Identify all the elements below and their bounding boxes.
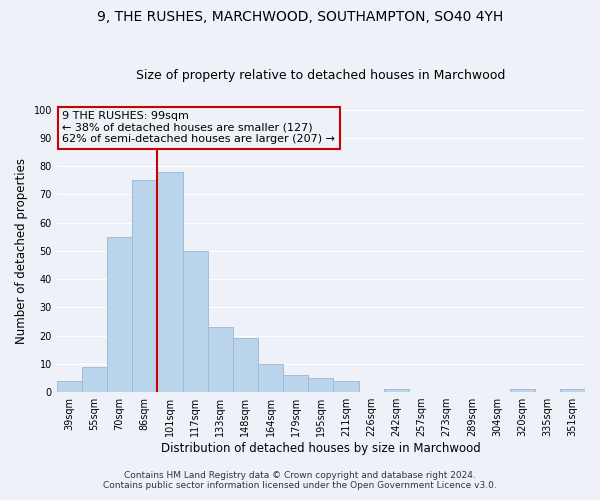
Bar: [509, 390, 535, 392]
Bar: [182, 251, 208, 392]
Bar: [57, 381, 82, 392]
Bar: [283, 375, 308, 392]
Bar: [208, 327, 233, 392]
Text: 9 THE RUSHES: 99sqm
← 38% of detached houses are smaller (127)
62% of semi-detac: 9 THE RUSHES: 99sqm ← 38% of detached ho…: [62, 111, 335, 144]
Bar: [233, 338, 258, 392]
Bar: [258, 364, 283, 392]
Bar: [308, 378, 334, 392]
Bar: [560, 390, 585, 392]
Bar: [132, 180, 157, 392]
Bar: [157, 172, 182, 392]
Bar: [334, 381, 359, 392]
Text: Contains HM Land Registry data © Crown copyright and database right 2024.
Contai: Contains HM Land Registry data © Crown c…: [103, 470, 497, 490]
Y-axis label: Number of detached properties: Number of detached properties: [15, 158, 28, 344]
Text: 9, THE RUSHES, MARCHWOOD, SOUTHAMPTON, SO40 4YH: 9, THE RUSHES, MARCHWOOD, SOUTHAMPTON, S…: [97, 10, 503, 24]
Bar: [384, 390, 409, 392]
Bar: [82, 366, 107, 392]
Bar: [107, 236, 132, 392]
X-axis label: Distribution of detached houses by size in Marchwood: Distribution of detached houses by size …: [161, 442, 481, 455]
Title: Size of property relative to detached houses in Marchwood: Size of property relative to detached ho…: [136, 69, 506, 82]
